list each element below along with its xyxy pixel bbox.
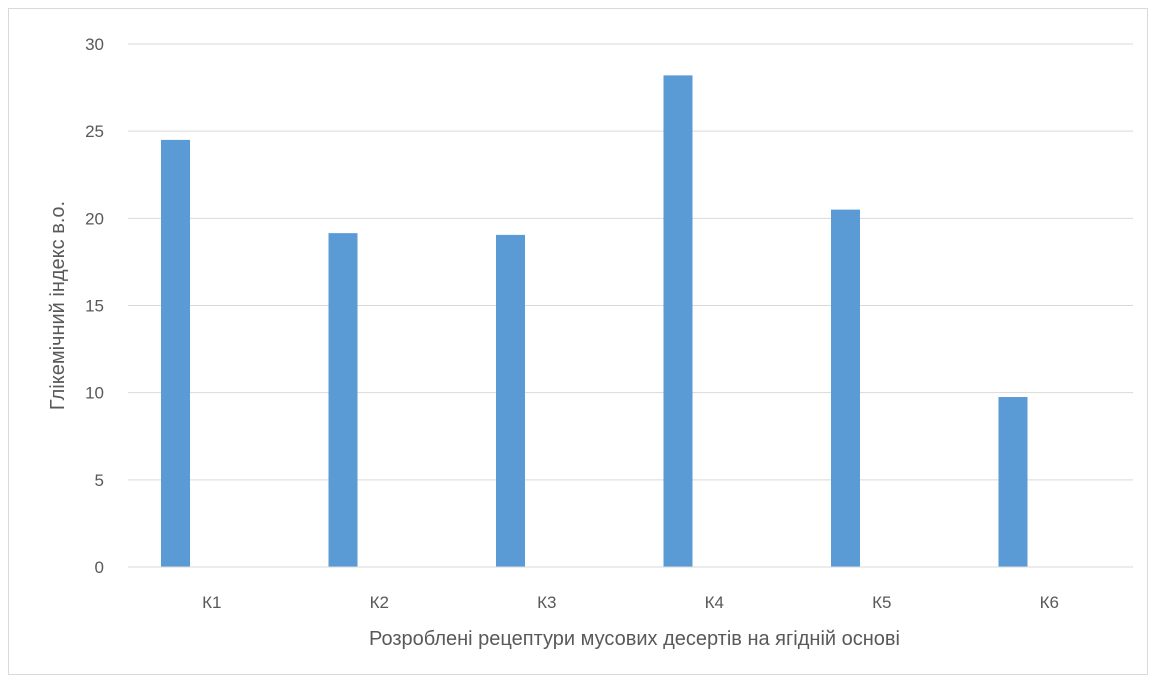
gridlines [128,43,1133,481]
x-tick-label: К5 [872,593,891,612]
y-axis-title: Глікемічний індекс в.о. [47,201,69,410]
y-tick-label: 0 [95,558,104,577]
x-tick-label: К1 [202,593,221,612]
x-axis-title: Розроблені рецептури мусових десертів на… [369,628,900,650]
x-tick-label: К3 [537,593,556,612]
y-tick-label: 10 [85,384,104,403]
x-tick-label: К4 [705,593,724,612]
x-tick-label: К6 [1040,593,1059,612]
y-tick-label: 30 [85,35,104,54]
bar-1 [161,139,190,567]
y-tick-label: 20 [85,209,104,228]
y-tick-label: 5 [95,471,104,490]
bar-4 [663,75,693,567]
bar-5 [831,209,860,567]
bar-6 [998,397,1028,567]
bars [161,75,1028,567]
y-tick-label: 15 [85,297,104,316]
bar-3 [496,234,525,567]
chart-frame [8,8,1148,675]
axes: 0 5 10 15 20 25 30 К1 К2 К3 К4 К5 К6 [85,35,1133,612]
x-tick-label: К2 [370,593,389,612]
bar-2 [328,233,358,567]
y-tick-label: 25 [85,122,104,141]
